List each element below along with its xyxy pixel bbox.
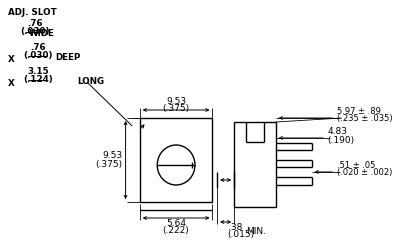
- Circle shape: [157, 145, 195, 185]
- Text: (.190): (.190): [328, 136, 355, 144]
- Text: .38: .38: [228, 222, 242, 231]
- Text: ADJ. SLOT: ADJ. SLOT: [8, 8, 56, 17]
- Text: X: X: [8, 79, 14, 89]
- Text: X: X: [8, 56, 14, 64]
- Text: (.020 ± .002): (.020 ± .002): [337, 169, 392, 178]
- Text: .76: .76: [30, 43, 46, 52]
- Text: 4.83: 4.83: [328, 127, 348, 137]
- Text: DEEP: DEEP: [55, 52, 80, 62]
- Text: (.222): (.222): [163, 227, 190, 235]
- Text: (.030): (.030): [23, 51, 52, 60]
- Text: .51 ± .05: .51 ± .05: [337, 160, 376, 169]
- Text: (.375): (.375): [96, 159, 123, 169]
- Text: .76: .76: [27, 19, 43, 28]
- Text: (.030): (.030): [20, 27, 50, 36]
- Text: 9.53: 9.53: [166, 96, 186, 106]
- Text: (.124): (.124): [23, 75, 53, 84]
- Text: 5.64: 5.64: [166, 219, 186, 229]
- Bar: [234, 122, 276, 207]
- Text: (.375): (.375): [162, 105, 190, 113]
- Text: LONG: LONG: [78, 77, 104, 86]
- Text: 9.53: 9.53: [103, 152, 123, 160]
- Text: MIN.: MIN.: [246, 227, 266, 235]
- Text: 3.15: 3.15: [27, 67, 48, 76]
- Text: (.015): (.015): [228, 231, 255, 240]
- Bar: [140, 118, 212, 202]
- Text: WIDE: WIDE: [28, 29, 54, 37]
- Text: (.235 ± .035): (.235 ± .035): [337, 114, 393, 123]
- Text: 5.97 ± .89: 5.97 ± .89: [337, 107, 381, 116]
